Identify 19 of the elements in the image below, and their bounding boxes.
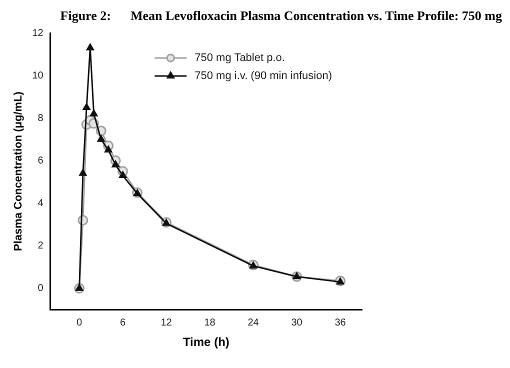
y-tick-label: 0	[38, 283, 44, 294]
x-tick-label: 30	[291, 317, 303, 328]
chart-title: Figure 2: Mean Levofloxacin Plasma Concentration vs. Time Profile: 750 mg	[59, 8, 502, 24]
y-tick-label: 12	[32, 28, 44, 39]
x-tick-label: 12	[160, 317, 172, 328]
y-tick-label: 6	[38, 155, 44, 166]
y-tick-label: 2	[38, 240, 44, 252]
x-tick-label: 24	[248, 317, 260, 328]
x-tick-label: 6	[120, 317, 126, 328]
y-tick-label: 8	[38, 112, 44, 124]
legend-label: 750 mg Tablet p.o.	[194, 52, 285, 64]
y-tick-label: 10	[32, 70, 44, 82]
y-axis-title: Plasma Concentration (μg/mL)	[12, 91, 25, 252]
x-axis-title: Time (h)	[182, 335, 230, 350]
x-tick-label: 0	[76, 317, 83, 328]
x-tick-label: 36	[334, 317, 346, 328]
x-tick-label: 18	[204, 317, 216, 328]
legend-label: 750 mg i.v. (90 min infusion)	[194, 70, 332, 82]
y-tick-label: 4	[38, 198, 44, 209]
